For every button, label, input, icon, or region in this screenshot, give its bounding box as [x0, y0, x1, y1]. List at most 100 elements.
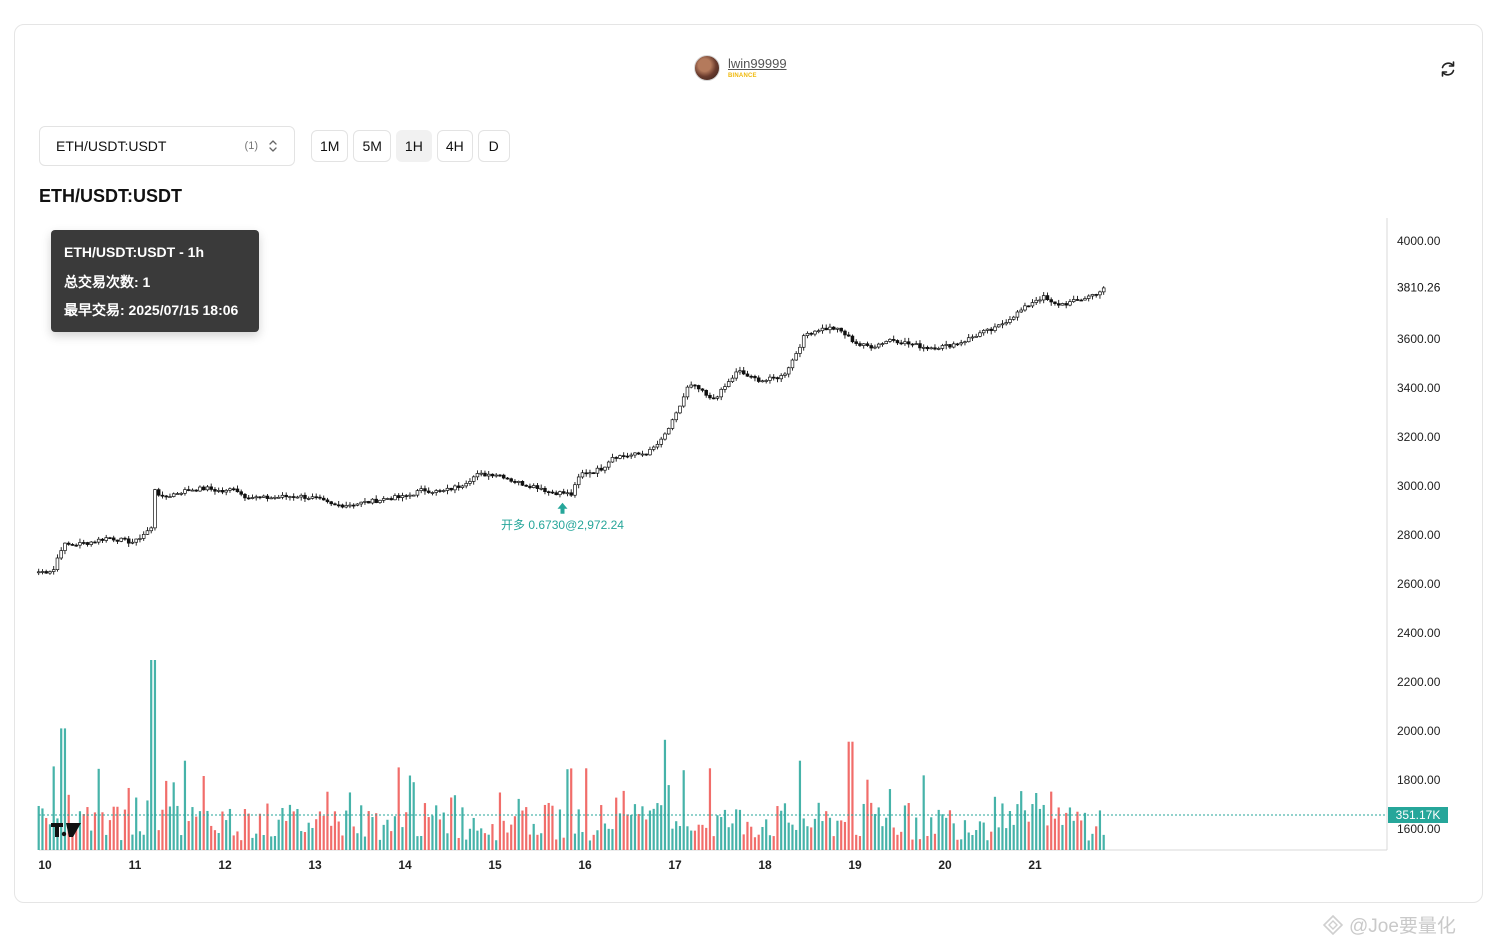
- volume-bar: [926, 835, 929, 850]
- candle-body: [554, 492, 558, 496]
- candle-body: [663, 433, 667, 440]
- candle-body: [348, 504, 352, 507]
- candle-body: [550, 491, 555, 494]
- candle-body: [1086, 295, 1091, 299]
- volume-bar: [453, 795, 457, 850]
- volume-bar: [150, 660, 153, 850]
- candle-body: [183, 489, 187, 494]
- candle-body: [1101, 287, 1106, 293]
- candle-body: [74, 544, 78, 547]
- avatar[interactable]: [694, 55, 720, 81]
- volume-bar: [1053, 818, 1057, 850]
- timeframe-1m-button[interactable]: 1M: [311, 130, 349, 162]
- y-tick-label: 3400.00: [1397, 381, 1441, 395]
- volume-bar: [731, 823, 734, 850]
- candle-body: [93, 541, 97, 544]
- volume-bar: [746, 821, 749, 850]
- volume-bar: [138, 831, 142, 850]
- volume-bar: [821, 821, 824, 850]
- volume-bar: [1072, 820, 1075, 850]
- candle-body: [164, 495, 168, 498]
- candle-body: [209, 486, 213, 490]
- volume-bar: [176, 805, 179, 850]
- volume-bar: [956, 839, 959, 850]
- volume-bar: [255, 833, 258, 850]
- volume-bar: [465, 839, 468, 850]
- timeframe-d-button[interactable]: D: [477, 130, 510, 162]
- timeframe-5m-button[interactable]: 5M: [353, 130, 391, 162]
- candle-body: [385, 498, 390, 500]
- volume-bar: [858, 836, 862, 850]
- volume-bar: [551, 805, 554, 850]
- volume-bar: [630, 814, 633, 850]
- timeframe-4h-button[interactable]: 4H: [436, 130, 473, 162]
- candle-body: [903, 341, 907, 345]
- timeframe-group: 1M 5M 1H 4H D: [311, 130, 510, 162]
- volume-bar: [772, 836, 775, 850]
- candle-body: [565, 492, 570, 495]
- volume-bar: [1065, 812, 1068, 850]
- symbol-select[interactable]: ETH/USDT:USDT (1): [39, 126, 295, 166]
- volume-bar: [720, 817, 723, 850]
- candle-body: [213, 489, 217, 492]
- candle-body: [573, 484, 577, 496]
- volume-bar: [1061, 824, 1064, 850]
- candle-body: [36, 571, 41, 574]
- y-tick-label: 2400.00: [1397, 626, 1441, 640]
- candle-body: [906, 341, 911, 345]
- candle-body: [798, 346, 802, 354]
- volume-bar: [266, 803, 269, 850]
- volume-bar: [247, 813, 250, 850]
- volume-bar: [870, 802, 873, 850]
- candle-body: [171, 493, 176, 497]
- volume-bar: [986, 840, 989, 850]
- volume-bar: [528, 834, 532, 850]
- candle-body: [831, 326, 836, 330]
- volume-bar: [206, 810, 209, 850]
- candle-body: [85, 542, 90, 545]
- x-tick-label: 17: [668, 858, 682, 872]
- refresh-button[interactable]: [1438, 59, 1458, 79]
- candle-body: [168, 496, 172, 498]
- timeframe-1h-button[interactable]: 1H: [395, 130, 432, 162]
- volume-bar: [101, 812, 104, 850]
- volume-bar: [52, 766, 55, 850]
- volume-bar: [667, 785, 670, 850]
- volume-bar: [1057, 807, 1060, 850]
- volume-bar: [540, 833, 543, 850]
- volume-bar: [502, 820, 505, 850]
- candle-body: [393, 495, 397, 501]
- volume-bar: [791, 824, 794, 850]
- volume-bar: [273, 835, 277, 850]
- username-link[interactable]: lwin99999: [728, 56, 787, 71]
- volume-bar: [116, 806, 119, 850]
- volume-bar: [611, 829, 614, 850]
- candle-body: [760, 380, 765, 383]
- volume-bar: [1046, 825, 1049, 850]
- volume-bar: [558, 809, 562, 850]
- candle-body: [153, 489, 157, 529]
- user-info[interactable]: lwin99999 BINANCE: [694, 55, 787, 81]
- candle-body: [344, 505, 348, 508]
- candle-body: [404, 495, 408, 497]
- candle-body: [231, 488, 236, 491]
- volume-bar: [442, 812, 445, 850]
- volume-bar: [356, 833, 359, 850]
- volume-bar: [941, 814, 944, 850]
- candle-body: [704, 389, 708, 396]
- volume-bar: [495, 840, 498, 850]
- candle-body: [828, 326, 832, 331]
- candle-body: [220, 490, 225, 493]
- candle-body: [745, 373, 750, 377]
- candle-body: [595, 467, 600, 474]
- volume-bar: [217, 833, 220, 850]
- volume-bar: [843, 821, 847, 850]
- volume-bar: [1102, 834, 1105, 850]
- volume-bar: [892, 827, 895, 850]
- candle-body: [1011, 316, 1016, 320]
- candle-body: [629, 454, 633, 457]
- candle-body: [963, 341, 967, 344]
- volume-bar: [397, 767, 400, 850]
